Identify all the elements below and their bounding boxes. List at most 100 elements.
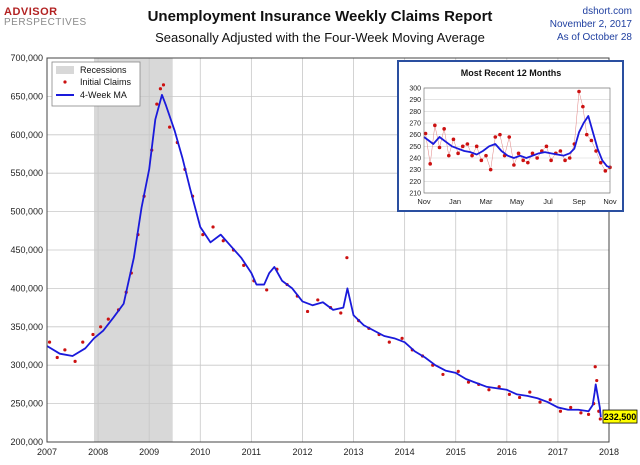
inset-claims-point xyxy=(603,169,608,173)
initial-claims-point xyxy=(221,239,225,243)
inset-y-tick-label: 210 xyxy=(409,191,421,198)
initial-claims-point xyxy=(569,405,573,410)
initial-claims-point xyxy=(47,340,52,344)
initial-claims-point xyxy=(99,325,103,329)
inset-claims-point xyxy=(558,149,563,153)
y-tick-label: 700,000 xyxy=(10,53,43,63)
inset-ma-line xyxy=(423,115,611,169)
inset-x-tick-label: Sep xyxy=(572,197,585,206)
initial-claims-point xyxy=(579,411,583,415)
inset-claims-point xyxy=(460,144,465,149)
legend-recession-label: Recessions xyxy=(80,65,127,75)
y-tick-label: 600,000 xyxy=(10,130,43,140)
initial-claims-point xyxy=(400,336,404,340)
inset-claims-point xyxy=(470,153,474,158)
last-value-label: 232,500 xyxy=(604,412,637,422)
x-tick-label: 2018 xyxy=(599,447,619,457)
inset-claims-point xyxy=(451,137,456,142)
four-week-ma-line xyxy=(46,93,602,418)
x-tick-label: 2015 xyxy=(446,447,466,457)
inset-x-tick-label: May xyxy=(510,197,524,206)
initial-claims-point xyxy=(155,102,159,106)
inset-y-tick-label: 290 xyxy=(409,97,421,104)
inset-y-tick-label: 240 xyxy=(409,156,421,163)
inset-claims-point xyxy=(563,158,567,163)
inset-claims-point xyxy=(577,89,581,94)
initial-claims-point xyxy=(161,83,166,87)
inset-claims-point xyxy=(437,145,442,150)
inset-claims-point xyxy=(567,156,572,160)
inset-claims-point xyxy=(479,158,484,163)
source-block: dshort.com November 2, 2017 As of Octobe… xyxy=(550,5,632,44)
initial-claims-point xyxy=(586,412,591,416)
initial-claims-point xyxy=(211,225,215,229)
inset-claims-point xyxy=(456,151,460,156)
inset-y-tick-label: 250 xyxy=(409,144,421,151)
inset-claims-point xyxy=(433,123,437,128)
initial-claims-point xyxy=(538,400,542,404)
initial-claims-point xyxy=(517,395,522,400)
inset-claims-point xyxy=(521,158,525,163)
inset-x-tick-label: Jan xyxy=(449,197,461,206)
inset-claims-point xyxy=(498,132,502,137)
initial-claims-point xyxy=(168,125,172,129)
inset-chart: Most Recent 12 Months 210 220 230 240 250 260 2… xyxy=(397,60,624,212)
inset-y-tick-label: 300 xyxy=(409,86,421,93)
inset-claims-point xyxy=(423,131,428,136)
logo-line2: PERSPECTIVES xyxy=(4,17,87,28)
initial-claims-point xyxy=(528,390,532,394)
legend-recession-swatch xyxy=(56,66,74,74)
inset-claims-point xyxy=(428,162,433,166)
initial-claims-point xyxy=(558,409,563,413)
y-tick-label: 250,000 xyxy=(10,399,43,409)
inset-x-tick-label: Nov xyxy=(603,197,617,206)
legend: Recessions Initial Claims 4-Week MA xyxy=(51,61,141,107)
inset-claims-point xyxy=(465,142,470,146)
chart-title: Unemployment Insurance Weekly Claims Rep… xyxy=(147,8,493,25)
legend-claims-label: Initial Claims xyxy=(80,77,132,87)
y-tick-label: 450,000 xyxy=(10,245,43,255)
x-tick-label: 2008 xyxy=(88,447,108,457)
initial-claims-point xyxy=(265,288,269,292)
initial-claims-point xyxy=(497,385,501,389)
initial-claims-point xyxy=(598,417,602,421)
inset-claims-point xyxy=(530,151,535,156)
inset-claims-point xyxy=(442,127,446,131)
initial-claims-point xyxy=(466,380,471,384)
x-tick-label: 2012 xyxy=(292,447,312,457)
as-of-date: As of October 28 xyxy=(556,32,632,43)
x-tick-label: 2010 xyxy=(190,447,210,457)
y-tick-label: 500,000 xyxy=(10,207,43,217)
inset-claims-point xyxy=(488,167,493,172)
inset-claims-point xyxy=(516,151,521,156)
y-tick-label: 350,000 xyxy=(10,322,43,332)
initial-claims-point xyxy=(593,365,597,369)
x-tick-label: 2009 xyxy=(139,447,159,457)
plot-border xyxy=(46,57,610,443)
inset-y-tick-label: 220 xyxy=(409,179,421,186)
inset-claims-point xyxy=(598,160,603,165)
x-tick-label: 2013 xyxy=(344,447,364,457)
inset-claims-point xyxy=(581,104,585,109)
inset-y-tick-label: 270 xyxy=(409,121,421,128)
inset-x-tick-label: Mar xyxy=(480,197,493,206)
logo-line1: ADVISOR xyxy=(4,6,58,18)
inset-plot-border xyxy=(423,87,611,194)
initial-claims-point xyxy=(73,359,77,363)
y-tick-label: 300,000 xyxy=(10,360,43,370)
initial-claims-point xyxy=(158,87,163,91)
initial-claims-point xyxy=(106,317,110,321)
inset-claims-point xyxy=(544,144,549,149)
initial-claims-point xyxy=(55,355,59,360)
y-tick-label: 650,000 xyxy=(10,91,43,101)
inset-claims-point xyxy=(474,144,479,149)
initial-claims-point xyxy=(91,332,95,337)
inset-y-tick-label: 280 xyxy=(409,109,421,116)
initial-claims-point xyxy=(339,311,343,315)
inset-claims-point xyxy=(484,153,488,158)
inset-claims-point xyxy=(512,163,516,167)
initial-claims-point xyxy=(242,263,246,267)
y-tick-label: 400,000 xyxy=(10,283,43,293)
initial-claims-point xyxy=(316,298,320,302)
